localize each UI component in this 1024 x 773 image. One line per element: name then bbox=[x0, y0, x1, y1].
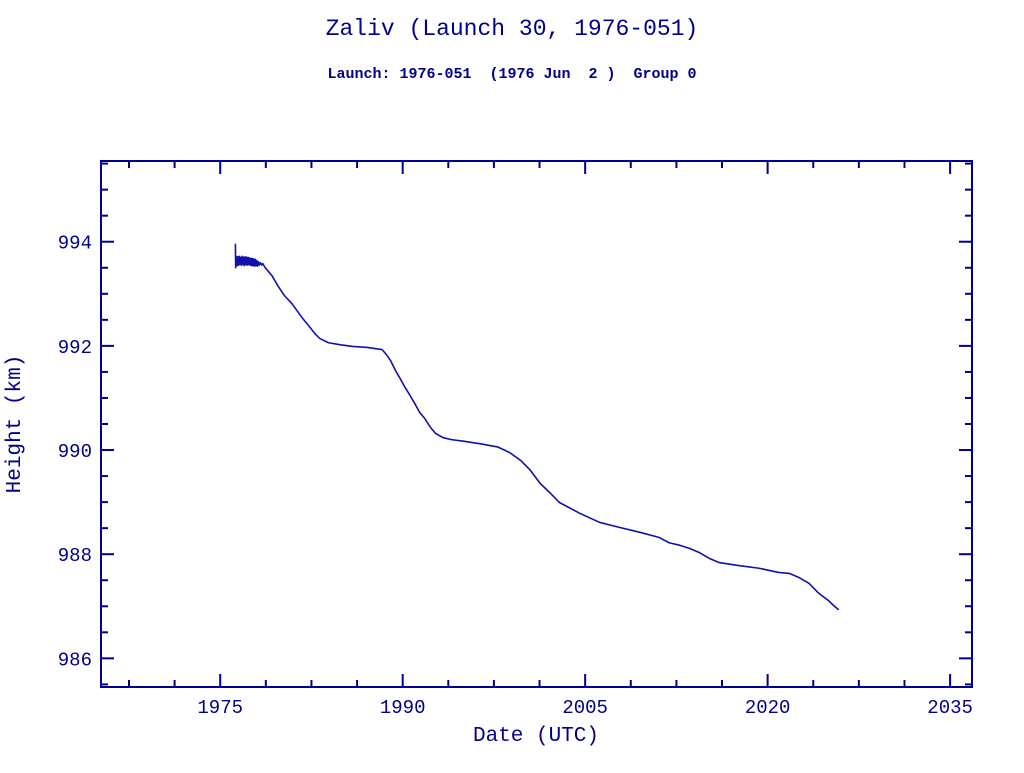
y-tick-label: 988 bbox=[58, 545, 92, 567]
y-tick-label: 994 bbox=[58, 233, 92, 255]
x-tick-label: 2005 bbox=[562, 697, 608, 719]
x-tick-label: 2020 bbox=[745, 697, 791, 719]
x-tick-label: 1975 bbox=[197, 697, 243, 719]
plot-frame bbox=[100, 160, 973, 688]
y-tick-label: 986 bbox=[58, 649, 92, 671]
x-axis-tick-labels: 1975 1990 2005 2020 2035 bbox=[197, 697, 972, 719]
y-axis-label: Height (km) bbox=[4, 355, 27, 494]
axis-ticks bbox=[101, 161, 972, 687]
y-tick-label: 992 bbox=[58, 337, 92, 359]
chart-subtitle: Launch: 1976-051 (1976 Jun 2 ) Group 0 bbox=[327, 66, 697, 83]
height-series-line bbox=[234, 243, 839, 611]
x-tick-label: 1990 bbox=[380, 697, 426, 719]
x-tick-label: 2035 bbox=[927, 697, 973, 719]
x-axis-label: Date (UTC) bbox=[473, 725, 599, 748]
y-tick-label: 990 bbox=[58, 441, 92, 463]
chart-title: Zaliv (Launch 30, 1976-051) bbox=[325, 16, 699, 42]
y-axis-tick-labels: 986 988 990 992 994 bbox=[58, 233, 92, 672]
